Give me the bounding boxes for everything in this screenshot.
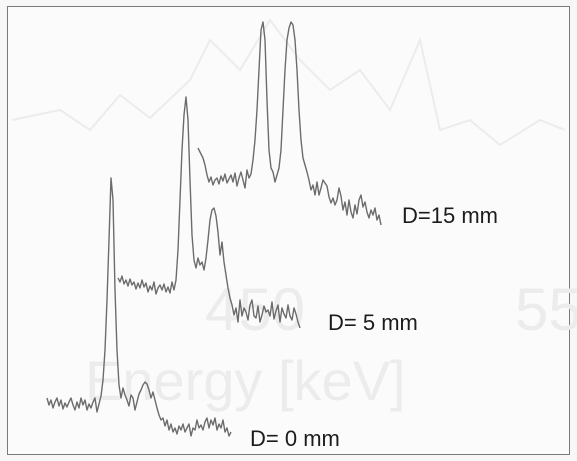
background-watermark: 450 55 Energy [keV] bbox=[11, 18, 577, 412]
watermark-tick-450: 450 bbox=[205, 276, 305, 343]
label-d0: D= 0 mm bbox=[250, 426, 340, 451]
trace-d15 bbox=[197, 21, 382, 226]
trace-d0 bbox=[46, 177, 232, 437]
label-d15: D=15 mm bbox=[402, 203, 498, 228]
series-labels: D=15 mm D= 5 mm D= 0 mm bbox=[250, 203, 498, 451]
watermark-tick-55: 55 bbox=[515, 276, 577, 343]
label-d5: D= 5 mm bbox=[328, 310, 418, 335]
plot-frame bbox=[7, 6, 570, 455]
trace-d5 bbox=[117, 96, 301, 329]
watermark-trace bbox=[11, 18, 566, 147]
watermark-axis-label: Energy [keV] bbox=[85, 349, 406, 412]
trace-group bbox=[46, 21, 382, 437]
